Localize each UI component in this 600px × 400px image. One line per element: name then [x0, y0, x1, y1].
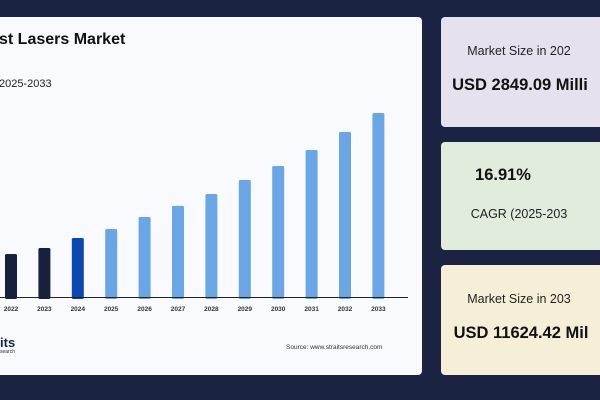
- bar-2022: [5, 253, 17, 299]
- card-value: USD 2849.09 Milli: [452, 76, 588, 94]
- bar-2028: [205, 193, 218, 299]
- x-tick-label: 2027: [171, 306, 186, 313]
- bar-2024: [71, 238, 84, 299]
- x-tick-label: 2028: [204, 306, 219, 313]
- bar-2026: [138, 217, 151, 299]
- chart-title: st Lasers Market: [0, 31, 126, 48]
- bar-chart: 2022 2023 2024 2025 2026 2027 2028 2029 2030 2031…: [0, 113, 408, 313]
- x-tick-label: 2022: [4, 306, 19, 313]
- x-tick-label: 2031: [304, 306, 319, 313]
- card-value: 16.91%: [475, 166, 531, 184]
- x-tick-label: 2032: [338, 306, 353, 313]
- chart-subtitle: 2025-2033: [0, 78, 52, 90]
- market-size-forecast-card: Market Size in 203 USD 11624.42 Mil: [441, 265, 600, 375]
- x-tick-label: 2024: [71, 306, 86, 313]
- straits-logo: its search: [0, 335, 16, 355]
- x-tick-label: 2029: [238, 306, 253, 313]
- bar-2029: [238, 180, 251, 299]
- card-label: Market Size in 203: [467, 292, 571, 306]
- x-tick-label: 2025: [104, 306, 119, 313]
- bar-2032: [339, 132, 351, 299]
- bar-2033: [372, 113, 385, 299]
- chart-panel: st Lasers Market 2025-2033 2022 2023 2024 2…: [0, 17, 422, 375]
- bar-2025: [105, 229, 118, 299]
- bar-2030: [272, 166, 285, 299]
- source-text: Source: www.straitsresearch.com: [286, 344, 383, 351]
- x-tick-label: 2023: [37, 306, 52, 313]
- x-tick-label: 2033: [371, 306, 386, 313]
- cagr-card: 16.91% CAGR (2025-203: [441, 142, 600, 250]
- bar-2027: [172, 205, 184, 299]
- bar-2023: [38, 247, 51, 299]
- bar-2031: [305, 149, 318, 299]
- card-label: Market Size in 202: [467, 44, 571, 58]
- card-value: USD 11624.42 Mil: [453, 324, 589, 342]
- x-tick-label: 2030: [271, 306, 286, 313]
- x-tick-label: 2026: [137, 306, 152, 313]
- card-label: CAGR (2025-203: [470, 207, 568, 221]
- market-size-base-card: Market Size in 202 USD 2849.09 Milli: [441, 17, 600, 127]
